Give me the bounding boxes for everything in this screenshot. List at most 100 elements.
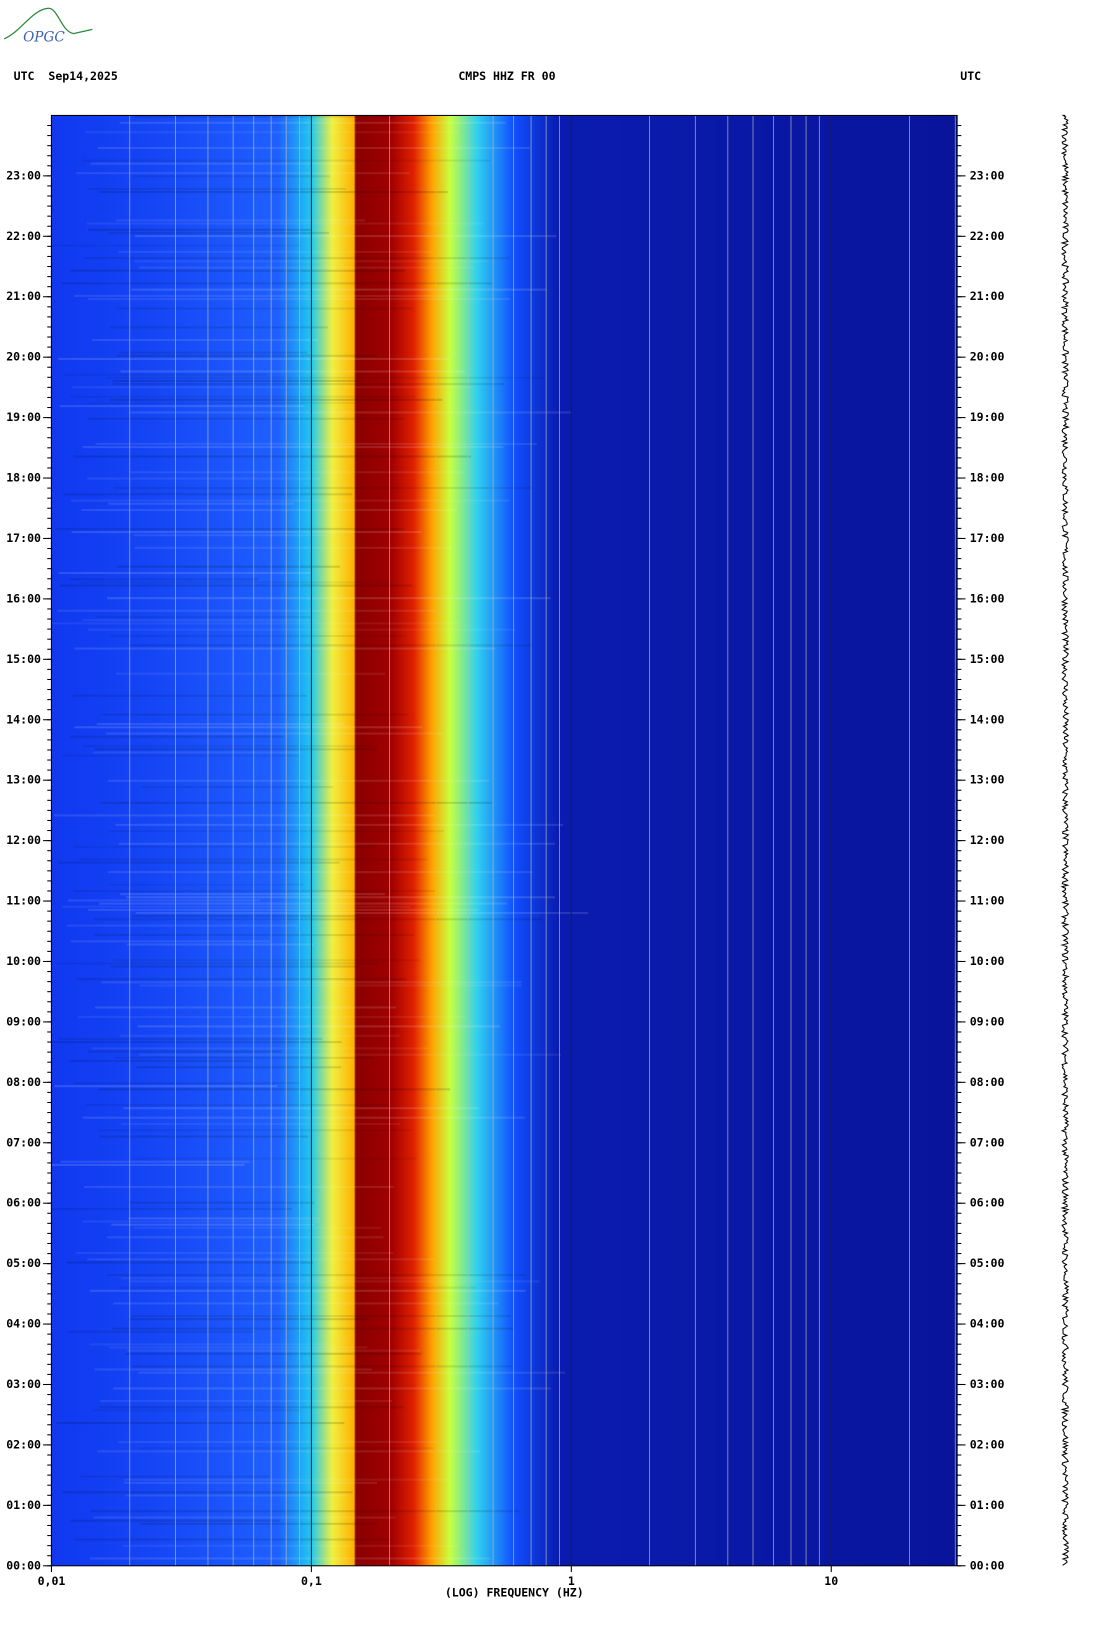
streak: [133, 1226, 382, 1229]
streak: [66, 1261, 313, 1264]
y-tick-label-right: 23:00: [970, 168, 1005, 182]
streak: [80, 1475, 270, 1478]
y-tick-label: 23:00: [6, 168, 41, 182]
streak: [90, 162, 352, 165]
y-tick-label: 12:00: [6, 833, 41, 847]
streak: [99, 801, 492, 804]
streak: [118, 250, 433, 253]
y-tick-label-right: 00:00: [970, 1558, 1005, 1572]
streak: [123, 1478, 452, 1481]
streak: [120, 893, 385, 896]
streak: [139, 266, 474, 269]
streak: [131, 1314, 511, 1318]
streak: [52, 1163, 245, 1166]
streak: [88, 187, 347, 190]
streak: [125, 1352, 422, 1355]
streak: [139, 984, 522, 987]
streak: [133, 1157, 417, 1160]
streak: [107, 1236, 384, 1239]
streak: [111, 1223, 315, 1226]
streak: [54, 1085, 278, 1088]
streak: [92, 751, 302, 754]
streak: [136, 1066, 342, 1069]
streak: [52, 1207, 293, 1211]
streak: [90, 1510, 520, 1513]
streak: [71, 531, 422, 534]
streak: [97, 1450, 481, 1453]
streak: [86, 1104, 389, 1107]
streak: [56, 962, 379, 965]
y-tick-label: 09:00: [6, 1014, 41, 1028]
streak: [94, 934, 414, 937]
streak: [134, 546, 452, 549]
streak: [121, 1122, 401, 1126]
streak: [54, 814, 435, 817]
y-tick-label: 08:00: [6, 1075, 41, 1089]
streak: [79, 858, 428, 861]
streak: [61, 905, 411, 908]
y-tick-label-right: 11:00: [970, 894, 1005, 908]
streak: [131, 288, 547, 291]
streak: [88, 908, 479, 911]
streak: [132, 1365, 512, 1368]
y-tick-label-right: 15:00: [970, 652, 1005, 666]
streak: [116, 565, 340, 568]
y-tick-label-right: 04:00: [970, 1317, 1005, 1331]
streak: [87, 1258, 435, 1261]
streak: [139, 1053, 562, 1056]
streak: [131, 915, 357, 918]
streak: [88, 228, 312, 231]
streak: [73, 294, 453, 297]
streak: [96, 616, 311, 619]
x-tick-label: 0,1: [301, 1574, 322, 1588]
streak: [74, 647, 496, 650]
streak: [114, 1056, 374, 1059]
y-tick-label-right: 08:00: [970, 1075, 1005, 1089]
streak: [89, 1557, 491, 1560]
streak: [134, 235, 557, 238]
streak: [115, 219, 365, 222]
title-left: UTC Sep14,2025: [14, 69, 118, 83]
streak: [122, 1544, 459, 1547]
x-tick-label: 0,01: [38, 1574, 66, 1588]
streak: [105, 732, 443, 735]
y-tick-label-right: 01:00: [970, 1498, 1005, 1512]
streak: [58, 1037, 323, 1041]
streak: [126, 943, 314, 946]
y-tick-label: 18:00: [6, 471, 41, 485]
streak: [82, 1116, 525, 1119]
streak: [85, 131, 459, 134]
streak: [113, 486, 533, 490]
streak: [109, 634, 407, 638]
streak: [99, 1406, 405, 1409]
streak: [75, 1251, 394, 1255]
streak: [88, 417, 405, 420]
y-tick-label-right: 17:00: [970, 531, 1005, 545]
streak: [80, 581, 393, 584]
streak: [112, 959, 421, 962]
streak: [98, 902, 507, 905]
y-tick-label: 01:00: [6, 1498, 41, 1512]
streak: [70, 499, 510, 502]
streak: [82, 745, 373, 748]
streak: [61, 282, 493, 285]
streak: [91, 338, 319, 342]
streak: [95, 442, 537, 445]
streak: [52, 1041, 342, 1044]
streak: [87, 477, 320, 480]
x-tick-label: 10: [824, 1574, 838, 1588]
streak: [91, 1047, 429, 1050]
title-right: UTC: [960, 69, 981, 83]
streak: [108, 830, 444, 833]
streak: [82, 1220, 320, 1223]
y-tick-label-right: 19:00: [970, 410, 1005, 424]
streak: [107, 779, 490, 782]
streak: [72, 694, 307, 697]
streak: [89, 1343, 329, 1346]
streak: [102, 713, 409, 716]
streak: [106, 1274, 526, 1277]
streak: [74, 726, 423, 729]
y-tick-label: 16:00: [6, 591, 41, 605]
